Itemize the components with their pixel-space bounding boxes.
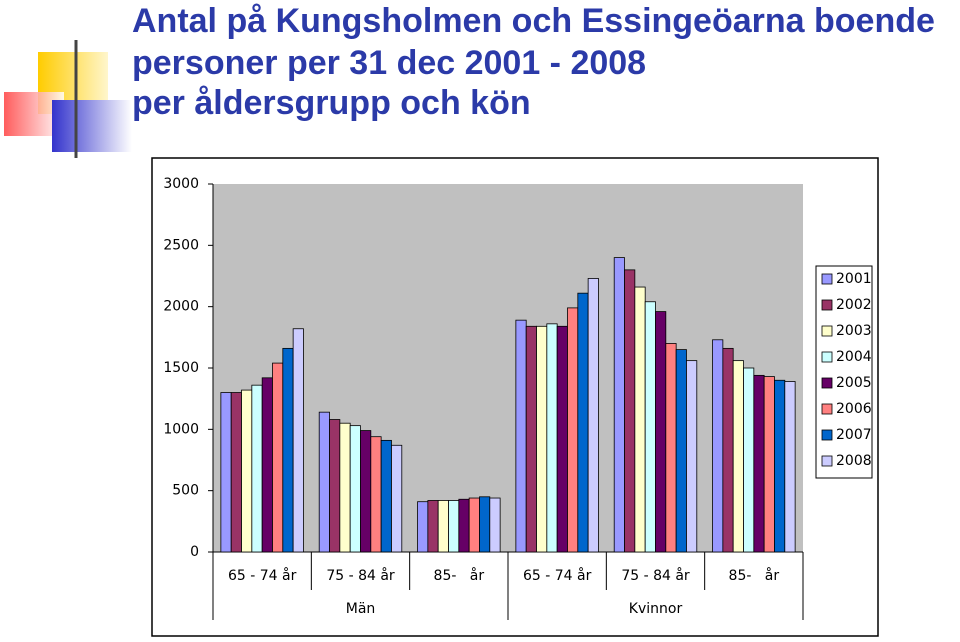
bar (458, 498, 470, 553)
x-tick-label: 65 - 74 år (228, 567, 297, 584)
bar (784, 381, 796, 553)
bar (427, 500, 439, 553)
bar (567, 307, 579, 553)
bar (546, 323, 558, 553)
bar (391, 444, 403, 553)
bar (712, 339, 724, 553)
legend-label: 2006 (836, 401, 872, 417)
legend-label: 2008 (836, 453, 872, 469)
y-tick-label: 0 (190, 544, 199, 560)
bar (732, 360, 744, 553)
bar (261, 377, 273, 553)
bar (774, 379, 786, 553)
title-line: Antal på Kungsholmen och Essingeöarna bo… (132, 2, 935, 40)
bar (634, 286, 646, 553)
decoration (4, 40, 960, 158)
bar (624, 269, 636, 553)
bar (675, 349, 687, 553)
bar (417, 501, 429, 553)
bar (370, 436, 382, 553)
bar (448, 500, 460, 553)
x-tick-label: 75 - 84 år (326, 567, 395, 584)
bar (613, 257, 625, 553)
bar (220, 392, 232, 553)
legend-label: 2003 (836, 323, 872, 339)
legend-label: 2001 (836, 271, 872, 287)
bar (468, 497, 480, 553)
legend-label: 2007 (836, 427, 872, 443)
bar (556, 325, 568, 553)
y-tick-label: 1000 (163, 421, 199, 437)
bar (743, 367, 755, 553)
bar (753, 374, 765, 553)
x-tick-label: 75 - 84 år (621, 567, 690, 584)
bar (644, 301, 656, 553)
bar (479, 496, 491, 553)
y-tick-label: 500 (172, 483, 199, 499)
bar (515, 319, 527, 553)
bar (489, 497, 501, 553)
bar (272, 362, 284, 553)
legend-swatch (821, 325, 833, 337)
bar (437, 500, 449, 553)
chart: 0 500 1000 1500 2000 2500 3000 65 - 74 år 75 - 8… (163, 176, 873, 620)
legend-label: 2004 (836, 349, 872, 365)
y-tick-label: 3000 (163, 176, 199, 192)
bar (292, 328, 304, 553)
legend-swatch (821, 429, 833, 441)
title-line: per åldersgrupp och kön (132, 84, 531, 122)
bar (318, 411, 330, 553)
bar (577, 292, 589, 553)
bar (536, 325, 548, 553)
bar (282, 347, 294, 553)
legend-swatch (821, 273, 833, 285)
y-tick-label: 1500 (163, 360, 199, 376)
x-tick-label: 65 - 74 år (523, 567, 592, 584)
title-line: personer per 31 dec 2001 - 2008 (132, 44, 646, 82)
y-tick-label: 2000 (163, 299, 199, 315)
bar (349, 425, 361, 553)
legend-swatch (821, 377, 833, 389)
bar (339, 422, 351, 553)
legend-label: 2005 (836, 375, 872, 391)
legend-swatch (821, 403, 833, 415)
y-tick-label: 2500 (163, 237, 199, 253)
bar (329, 419, 341, 553)
group-label: Kvinnor (629, 601, 683, 617)
legend-label: 2002 (836, 297, 872, 313)
bar (360, 430, 372, 553)
bar (686, 360, 698, 553)
group-label: Män (346, 601, 376, 617)
bar (587, 278, 599, 553)
bar (380, 439, 392, 553)
bar (525, 325, 537, 553)
x-tick-label: 85- år (434, 567, 485, 584)
bar (251, 384, 263, 553)
bar (241, 389, 253, 553)
bar (230, 392, 242, 553)
bar (763, 376, 775, 553)
bar (665, 343, 677, 553)
plot-area (213, 184, 803, 552)
legend-swatch (821, 299, 833, 311)
legend-swatch (821, 455, 833, 467)
x-tick-label: 85- år (729, 567, 780, 584)
bar (655, 311, 667, 553)
bar (722, 347, 734, 553)
legend-swatch (821, 351, 833, 363)
